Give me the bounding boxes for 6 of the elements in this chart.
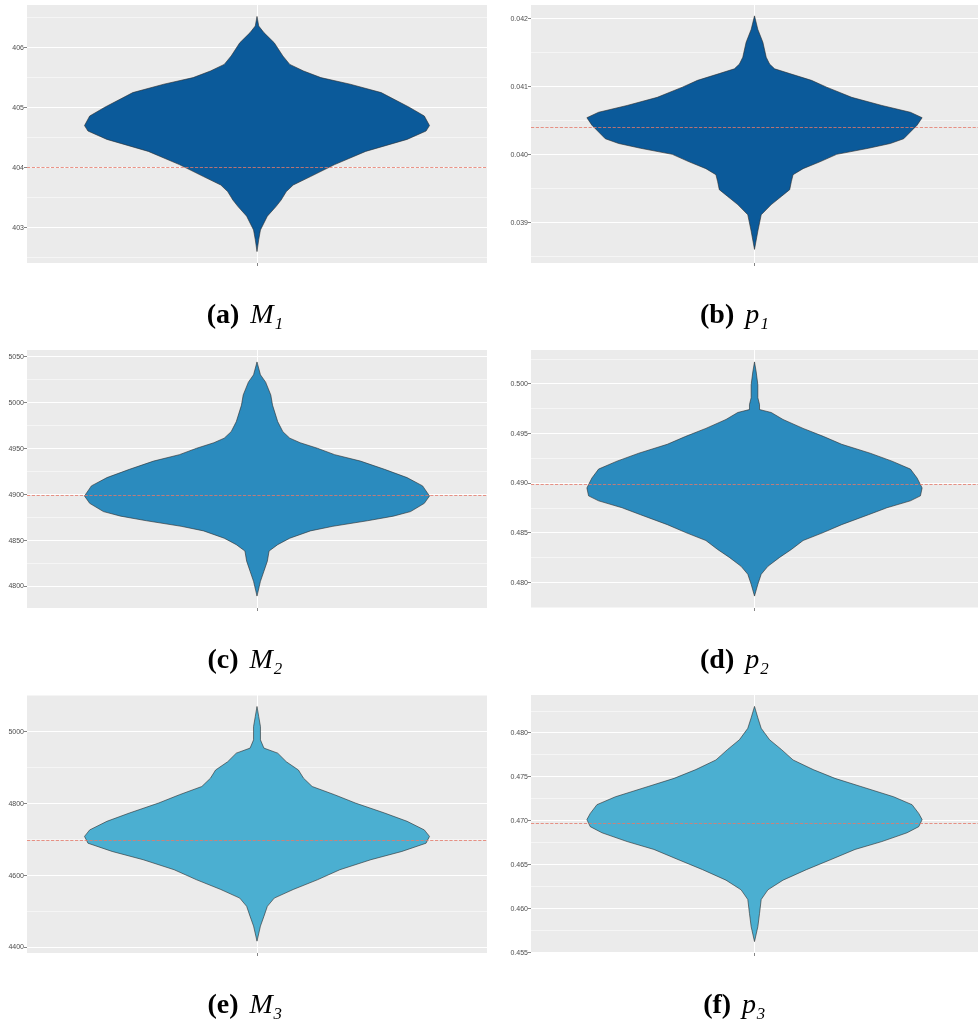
text: (b) p₁ — [700, 297, 769, 329]
text: (a) M₁ — [206, 297, 284, 329]
text: (e) M₃ — [207, 987, 283, 1019]
text: (c) M₂ — [207, 642, 283, 674]
text: (d) p₂ — [700, 642, 770, 674]
text: (f) p₃ — [703, 987, 766, 1019]
